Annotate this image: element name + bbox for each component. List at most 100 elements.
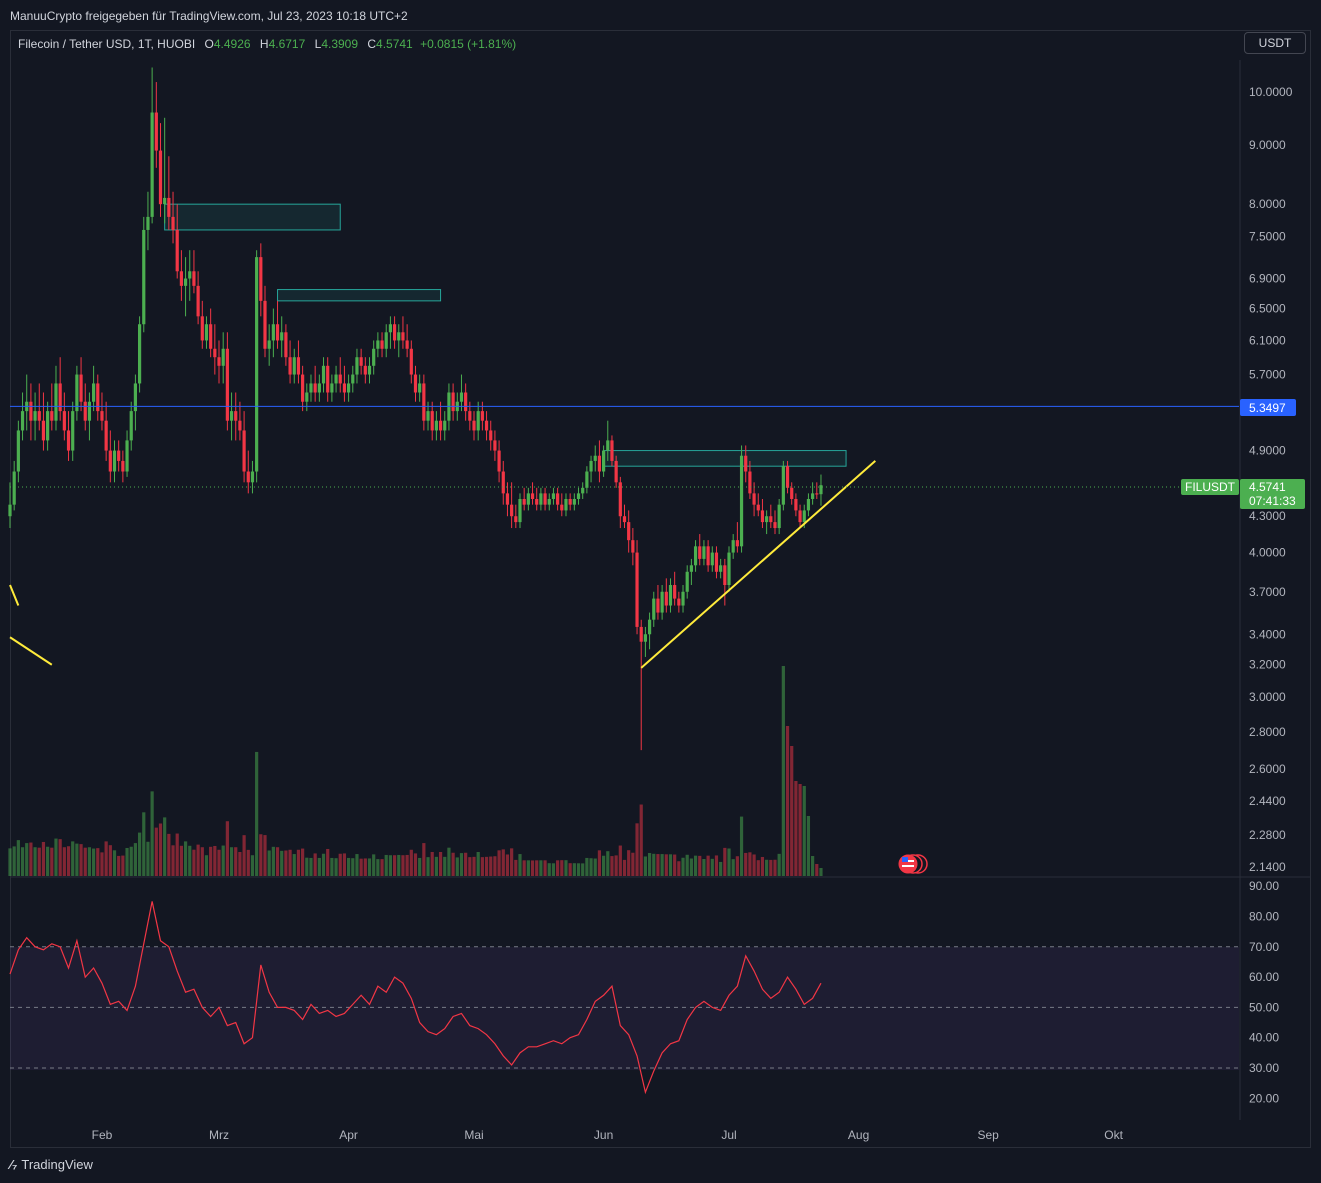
volume-bar bbox=[163, 817, 167, 876]
candle-body bbox=[296, 357, 301, 375]
time-axis-tick: Aug bbox=[848, 1128, 869, 1142]
candle-body bbox=[363, 365, 367, 375]
candle-body bbox=[581, 487, 585, 494]
volume-bar bbox=[405, 854, 409, 876]
volume-bar bbox=[359, 858, 363, 876]
candle-body bbox=[572, 498, 576, 505]
candle-body bbox=[702, 546, 706, 559]
volume-bar bbox=[112, 850, 117, 876]
volume-bar bbox=[627, 850, 631, 876]
volume-bar bbox=[639, 804, 643, 876]
candle-body bbox=[459, 392, 464, 402]
candle-body bbox=[229, 411, 234, 421]
candle-body bbox=[271, 324, 275, 341]
volume-bar bbox=[271, 846, 275, 876]
volume-bar bbox=[673, 854, 677, 876]
volume-bar bbox=[129, 846, 133, 876]
price-axis-tick: 3.0000 bbox=[1249, 690, 1286, 704]
volume-bar bbox=[384, 854, 388, 876]
candle-body bbox=[643, 634, 648, 642]
volume-bar bbox=[225, 821, 229, 876]
volume-bar bbox=[539, 860, 543, 876]
volume-bar bbox=[806, 816, 811, 876]
price-axis-tick: 2.8000 bbox=[1249, 725, 1286, 739]
volume-bar bbox=[96, 848, 100, 876]
price-axis-tick: 4.9000 bbox=[1249, 444, 1286, 458]
volume-bar bbox=[443, 856, 447, 876]
volume-bar bbox=[677, 861, 681, 876]
symbol-name[interactable]: Filecoin / Tether USD, 1T, HUOBI bbox=[18, 37, 196, 51]
candle-body bbox=[29, 401, 33, 421]
candle-body bbox=[765, 516, 769, 523]
candle-body bbox=[752, 493, 756, 505]
volume-bar bbox=[434, 856, 438, 876]
candle-body bbox=[250, 471, 255, 483]
candle-body bbox=[589, 460, 593, 472]
volume-bar bbox=[459, 853, 464, 876]
candle-body bbox=[372, 348, 376, 366]
candle-body bbox=[489, 430, 493, 441]
volume-bar bbox=[66, 846, 71, 876]
volume-bar bbox=[288, 849, 292, 876]
volume-bar bbox=[133, 843, 138, 876]
candle-body bbox=[137, 324, 142, 384]
candle-body bbox=[246, 471, 250, 483]
close-label: C bbox=[367, 37, 377, 51]
candle-body bbox=[146, 216, 150, 230]
volume-bar bbox=[610, 856, 614, 876]
volume-bar bbox=[188, 845, 192, 876]
candle-body bbox=[100, 411, 104, 421]
candle-body bbox=[622, 516, 627, 523]
candle-body bbox=[451, 392, 455, 412]
candle-body bbox=[392, 324, 397, 341]
volume-bar bbox=[397, 854, 401, 876]
countdown-label: 07:41:33 bbox=[1249, 494, 1296, 508]
volume-bar bbox=[526, 860, 530, 876]
volume-bar bbox=[660, 854, 664, 876]
candle-body bbox=[41, 420, 46, 441]
candle-body bbox=[790, 487, 794, 499]
candle-body bbox=[388, 324, 393, 333]
volume-bar bbox=[727, 848, 731, 876]
volume-bar bbox=[50, 847, 54, 876]
price-axis-tick: 3.4000 bbox=[1249, 627, 1286, 641]
volume-bar bbox=[735, 856, 739, 876]
time-axis-tick: Jun bbox=[594, 1128, 613, 1142]
axis-layer: 10.0000 9.0000 8.0000 7.5000 6.9000 6.5000 6.1… bbox=[92, 85, 1293, 1142]
candle-body bbox=[83, 401, 87, 421]
time-axis-tick: Jul bbox=[721, 1128, 736, 1142]
volume-bar bbox=[108, 845, 112, 876]
candle-body bbox=[547, 498, 551, 505]
candle-body bbox=[610, 440, 614, 461]
candle-body bbox=[526, 493, 530, 505]
candle-body bbox=[301, 374, 305, 402]
chart-frame bbox=[10, 30, 1311, 1148]
candle-body bbox=[422, 383, 426, 421]
volume-bar bbox=[292, 854, 296, 876]
volume-bar bbox=[338, 853, 342, 876]
volume-bar bbox=[468, 857, 472, 876]
candle-body bbox=[125, 440, 129, 472]
volume-bar bbox=[246, 849, 250, 876]
rsi-band bbox=[10, 947, 1239, 1070]
candle-body bbox=[714, 552, 719, 572]
volume-bar bbox=[752, 854, 756, 876]
volume-bar bbox=[689, 858, 693, 876]
grid-layer bbox=[10, 946, 1239, 1069]
candle-body bbox=[255, 257, 259, 472]
volume-bar bbox=[104, 841, 108, 876]
volume-bar bbox=[75, 843, 79, 876]
candle-body bbox=[769, 516, 773, 523]
currency-button[interactable]: USDT bbox=[1244, 32, 1306, 54]
candle-body bbox=[434, 420, 438, 431]
us-flag-event-icon[interactable] bbox=[898, 854, 928, 874]
volume-bar bbox=[263, 835, 267, 876]
candle-body bbox=[75, 374, 79, 412]
high-value: 4.6717 bbox=[268, 37, 306, 51]
tradingview-footer[interactable]: ⁄₇ TradingView bbox=[10, 1157, 93, 1172]
candle-body bbox=[685, 571, 689, 592]
rsi-axis-tick: 50.00 bbox=[1249, 1000, 1279, 1014]
candle-body bbox=[510, 504, 514, 517]
level-price-tag bbox=[1240, 399, 1296, 416]
